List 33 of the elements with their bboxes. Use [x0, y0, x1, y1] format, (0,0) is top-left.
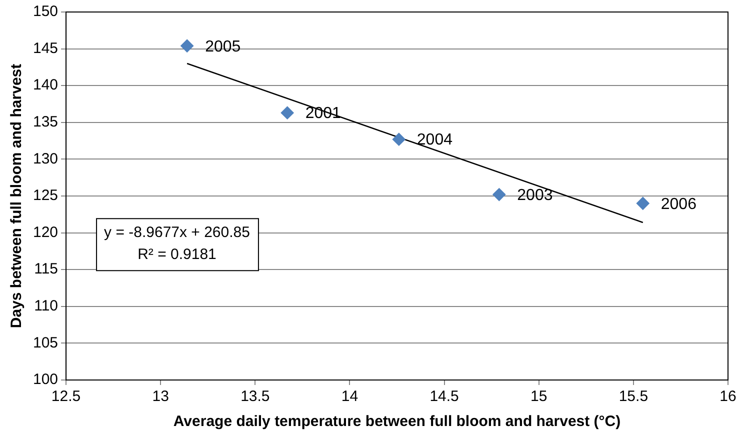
point — [180, 39, 194, 52]
x-tick-label: 15 — [530, 388, 548, 406]
annotation: y = -8.9677x + 260.85 — [104, 224, 250, 242]
annotation: 2001 — [305, 105, 342, 122]
point — [492, 188, 506, 202]
x-tick-label: 13 — [152, 388, 169, 406]
point — [392, 132, 406, 146]
y-axis-title: Days between full bloom and harvest — [8, 64, 26, 328]
x-axis-title: Average daily temperature between full bloom and harvest (°C) — [173, 413, 621, 430]
annotation: R² = 0.9181 — [138, 246, 216, 264]
y-tick-label: 105 — [32, 334, 58, 352]
y-tick-label: 100 — [32, 371, 58, 388]
x-tick-label: 12.5 — [51, 388, 81, 406]
x-tick-label: 15.5 — [618, 388, 648, 406]
x-tick-label: 14 — [341, 388, 358, 406]
y-tick-label: 110 — [34, 298, 58, 315]
annotation: 2004 — [416, 132, 453, 149]
annotation: 2005 — [205, 38, 241, 56]
y-tick-label: 125 — [32, 187, 58, 204]
y-tick-label: 115 — [34, 260, 58, 278]
x-tick-label: 14.5 — [430, 388, 459, 406]
y-tick-label: 140 — [32, 76, 58, 94]
y-tick-label: 130 — [32, 150, 58, 168]
y-tick-label: 150 — [32, 3, 58, 20]
x-tick-label: 16 — [720, 388, 736, 406]
y-tick-label: 120 — [32, 224, 58, 241]
x-tick-label: 13.5 — [240, 388, 270, 406]
point — [636, 196, 650, 210]
annotation: 2006 — [660, 196, 697, 213]
point — [280, 106, 294, 120]
y-tick-label: 145 — [32, 40, 58, 57]
y-tick-label: 135 — [32, 114, 58, 131]
annotation: 2003 — [517, 186, 553, 204]
